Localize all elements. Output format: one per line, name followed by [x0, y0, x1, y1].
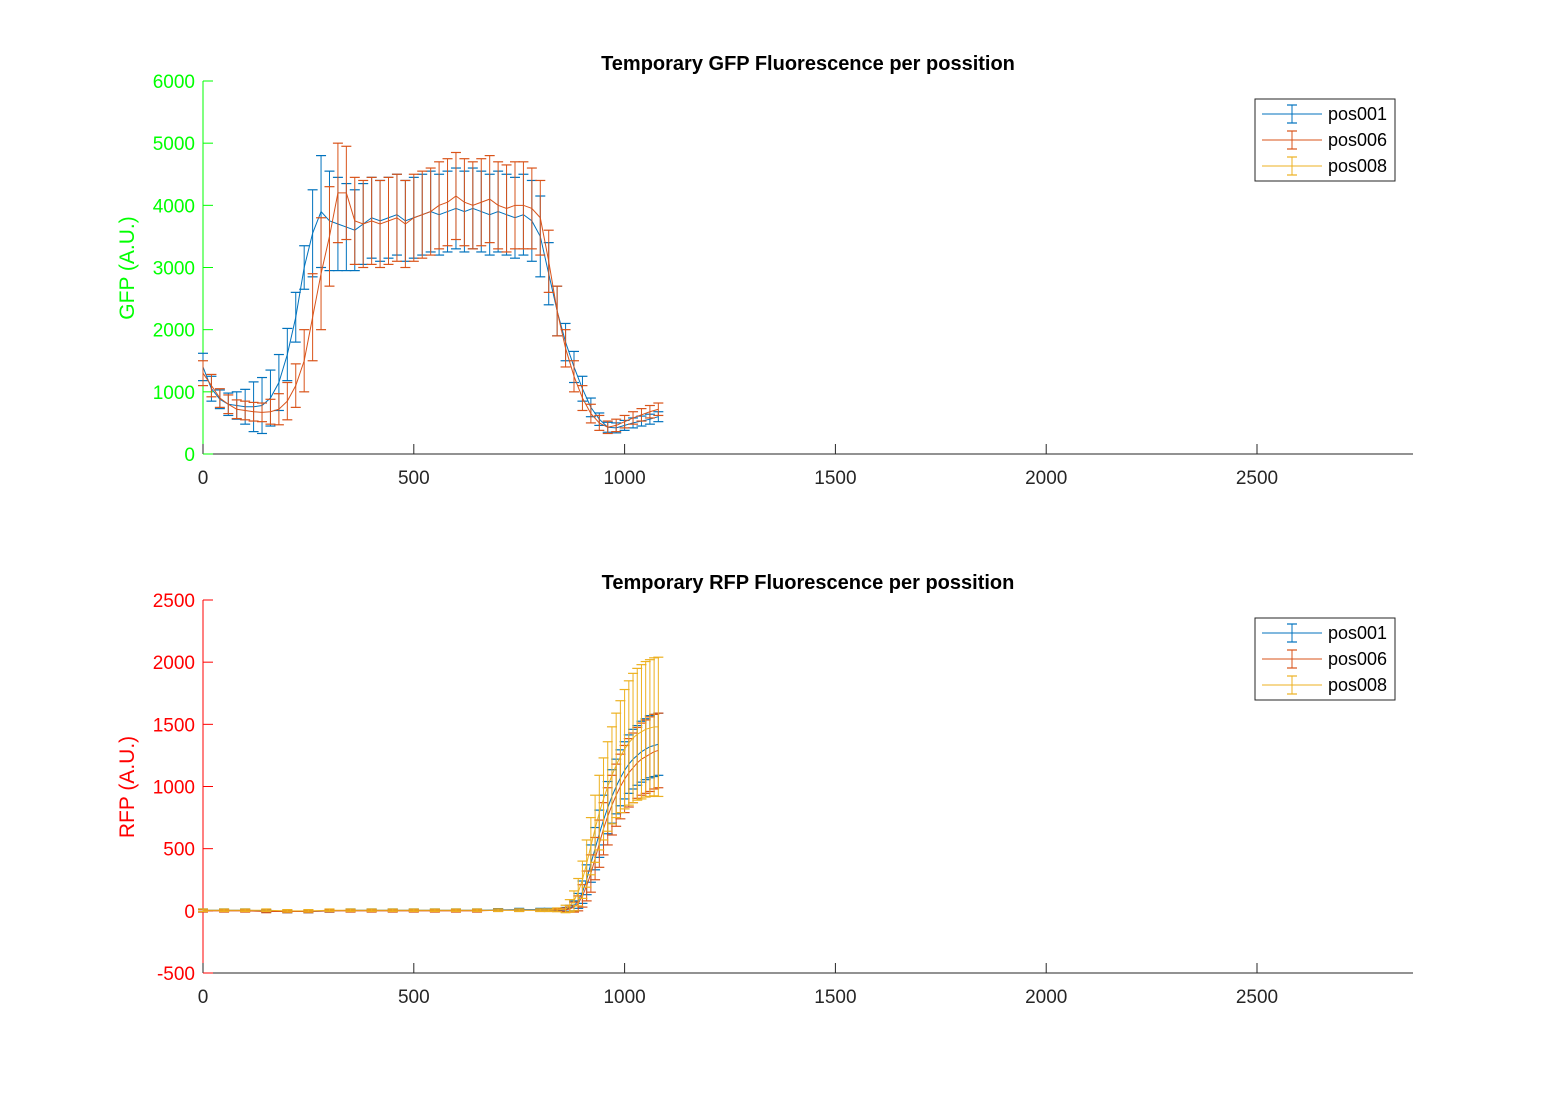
gfp-legend-label-pos006: pos006 [1328, 130, 1387, 150]
rfp-x-tick-label: 2000 [1025, 987, 1067, 1008]
gfp-x-tick-label: 1500 [814, 468, 856, 489]
rfp-legend-label-pos006: pos006 [1328, 649, 1387, 669]
gfp-legend-label-pos008: pos008 [1328, 156, 1387, 176]
rfp-y-tick-label: 2000 [153, 653, 195, 674]
rfp-series-line-pos006 [203, 749, 659, 912]
rfp-x-tick-label: 1500 [814, 987, 856, 1008]
rfp-plot: Temporary RFP Fluorescence per possition… [116, 572, 1413, 1008]
gfp-plot: Temporary GFP Fluorescence per possition… [116, 53, 1413, 489]
gfp-axes: 0 500 1000 1500 2000 2500 0 1000 2000 3000 4000 500… [153, 72, 1413, 489]
rfp-series-pos008 [198, 656, 664, 914]
rfp-x-tick-label: 1000 [603, 987, 645, 1008]
gfp-y-tick-label: 3000 [153, 259, 195, 280]
rfp-plot-title: Temporary RFP Fluorescence per possition [602, 572, 1015, 594]
gfp-legend: pos001 pos006 pos008 [1254, 98, 1396, 182]
rfp-x-tick-label: 0 [198, 987, 209, 1008]
gfp-marks [198, 142, 664, 435]
gfp-legend-label-pos001: pos001 [1328, 104, 1387, 124]
gfp-x-tick-label: 2000 [1025, 468, 1067, 489]
rfp-y-tick-label: 1000 [153, 778, 195, 799]
rfp-x-tick-label: 2500 [1236, 987, 1278, 1008]
gfp-series-pos006 [198, 142, 664, 435]
rfp-y-tick-label: 1500 [153, 715, 195, 736]
rfp-y-tick-label: 2500 [153, 591, 195, 612]
rfp-y-tick-label: -500 [157, 964, 195, 985]
rfp-x-tick-label: 500 [398, 987, 430, 1008]
rfp-y-axis-label-group: RFP (A.U.) [116, 736, 139, 838]
gfp-series-line-pos006 [202, 192, 659, 428]
rfp-y-tick-label: 500 [163, 840, 195, 861]
gfp-y-tick-label: 4000 [153, 196, 195, 217]
gfp-y-tick-label: 5000 [153, 134, 195, 155]
rfp-legend-label-pos001: pos001 [1328, 623, 1387, 643]
rfp-legend-label-pos008: pos008 [1328, 675, 1387, 695]
gfp-x-tick-label: 500 [398, 468, 430, 489]
rfp-legend: pos001 pos006 pos008 [1254, 617, 1396, 701]
gfp-y-tick-label: 2000 [153, 321, 195, 342]
rfp-series-line-pos008 [203, 726, 659, 912]
gfp-plot-title: Temporary GFP Fluorescence per possition [601, 53, 1015, 75]
gfp-y-axis-label: GFP (A.U.) [116, 216, 139, 319]
gfp-y-tick-label: 6000 [153, 72, 195, 93]
rfp-y-axis-label: RFP (A.U.) [116, 736, 139, 838]
gfp-x-tick-label: 0 [198, 468, 209, 489]
gfp-y-tick-label: 1000 [153, 383, 195, 404]
gfp-x-tick-label: 1000 [603, 468, 645, 489]
gfp-y-tick-label: 0 [184, 445, 195, 466]
gfp-y-axis-label-group: GFP (A.U.) [116, 216, 139, 319]
rfp-y-tick-label: 0 [184, 902, 195, 923]
gfp-x-tick-label: 2500 [1236, 468, 1278, 489]
rfp-marks [198, 656, 664, 914]
